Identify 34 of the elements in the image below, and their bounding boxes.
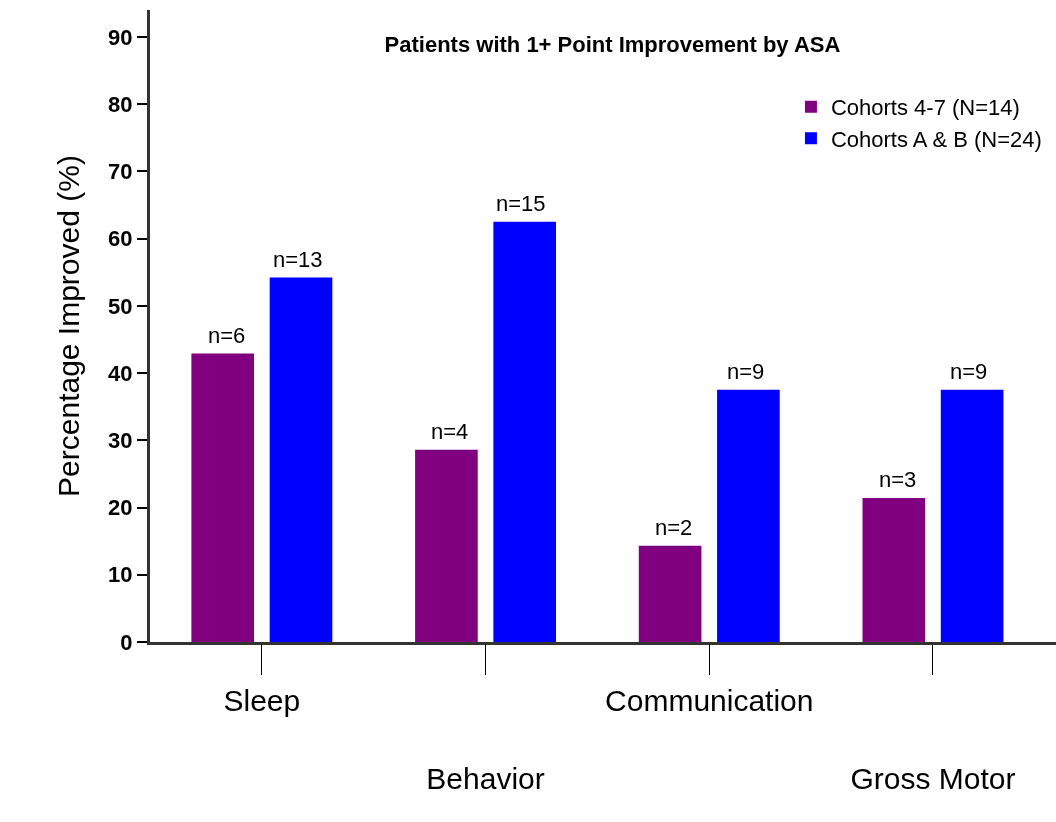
bar — [717, 389, 780, 642]
annotation: n=6 — [208, 323, 246, 348]
annotation: n=3 — [879, 467, 917, 492]
y-tick-label: 0 — [120, 629, 133, 655]
legend-label: Cohorts 4-7 (N=14) — [830, 95, 1020, 121]
y-tick-label: 40 — [108, 360, 133, 386]
y-tick-label: 50 — [108, 293, 133, 319]
y-axis-title: Percentage Improved (%) — [52, 155, 86, 497]
y-tick-label: 20 — [108, 495, 133, 521]
bar — [191, 353, 255, 642]
bar — [940, 389, 1004, 642]
y-tick-label: 60 — [108, 226, 133, 252]
annotation: n=4 — [431, 419, 469, 444]
y-tick-label: 90 — [108, 24, 133, 50]
annotation: n=9 — [950, 359, 988, 384]
x-tick-label: Behavior — [426, 762, 545, 795]
text: Patients with 1+ Point Improvement by ASA — [384, 32, 841, 58]
x-tick-label: Sleep — [223, 684, 301, 717]
legend-label: Cohorts A & B (N=24) — [830, 126, 1042, 152]
y-tick-label: 10 — [108, 562, 133, 588]
bar — [415, 449, 478, 642]
y-tick-label: 30 — [108, 428, 133, 453]
bar — [638, 545, 702, 642]
x-tick-label: Communication — [605, 684, 814, 717]
bar — [493, 221, 557, 642]
annotation: n=13 — [273, 247, 323, 272]
x-tick-label: Gross Motor — [850, 762, 1016, 795]
bar — [269, 277, 333, 642]
y-tick-label: 80 — [108, 91, 133, 117]
bar — [862, 498, 926, 642]
annotation: n=2 — [655, 515, 693, 540]
annotation: n=9 — [727, 359, 765, 384]
y-tick-label: 70 — [108, 159, 133, 185]
annotation: n=15 — [496, 191, 546, 216]
